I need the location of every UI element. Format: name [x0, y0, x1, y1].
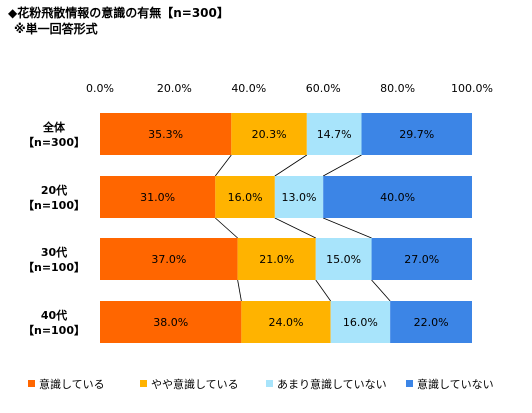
bar-segment	[274, 176, 324, 218]
bar-value-label: 37.0%	[151, 253, 186, 266]
x-tick-label: 0.0%	[86, 82, 114, 95]
chart-subtitle: ※単一回答形式	[14, 22, 98, 36]
x-tick-label: 20.0%	[157, 82, 192, 95]
bar-value-label: 35.3%	[148, 128, 183, 141]
series-connector-line	[215, 154, 232, 177]
chart-title: ◆花粉飛散情報の意識の有無【n=300】	[8, 6, 229, 20]
series-connector-line	[274, 217, 316, 239]
legend-swatch	[28, 380, 35, 387]
bar-segment	[241, 301, 331, 343]
x-tick-label: 80.0%	[380, 82, 415, 95]
series-connector-line	[315, 279, 331, 302]
bar-segment	[100, 176, 216, 218]
bar-value-label: 24.0%	[269, 316, 304, 329]
legend-label: やや意識している	[151, 377, 239, 391]
x-tick-label: 60.0%	[306, 82, 341, 95]
category-label-n: 【n=100】	[23, 261, 85, 274]
bar-segment	[361, 113, 472, 155]
bar-segment	[323, 176, 472, 218]
bar-segment	[100, 113, 232, 155]
category-label: 40代	[41, 308, 67, 322]
bar-value-label: 14.7%	[317, 128, 352, 141]
bar-segment	[315, 238, 372, 280]
category-label-n: 【n=100】	[23, 199, 85, 212]
series-connector-line	[323, 217, 372, 239]
bar-segment	[237, 238, 316, 280]
bar-value-label: 21.0%	[259, 253, 294, 266]
legend-label: 意識している	[39, 377, 105, 391]
bar-value-label: 29.7%	[399, 128, 434, 141]
bar-segment	[390, 301, 472, 343]
legend-label: 意識していない	[417, 377, 494, 391]
bar-segment	[100, 301, 242, 343]
bar-value-label: 40.0%	[380, 191, 415, 204]
series-connector-line	[237, 279, 242, 302]
bar-segment	[306, 113, 362, 155]
bar-value-label: 22.0%	[414, 316, 449, 329]
legend-label: あまり意識していない	[277, 377, 387, 391]
bar-value-label: 16.0%	[343, 316, 378, 329]
legend-swatch	[140, 380, 147, 387]
series-connector-line	[323, 154, 362, 177]
bar-value-label: 13.0%	[282, 191, 317, 204]
x-tick-label: 40.0%	[231, 82, 266, 95]
x-tick-label: 100.0%	[451, 82, 493, 95]
bar-value-label: 38.0%	[153, 316, 188, 329]
bar-segment	[215, 176, 275, 218]
series-connector-line	[274, 154, 308, 177]
category-label: 30代	[41, 245, 67, 259]
bar-segment	[100, 238, 238, 280]
bar-segment	[231, 113, 307, 155]
bar-value-label: 27.0%	[404, 253, 439, 266]
series-connector-line	[215, 217, 238, 239]
bar-segment	[371, 238, 472, 280]
bar-value-label: 16.0%	[228, 191, 263, 204]
bar-value-label: 31.0%	[140, 191, 175, 204]
category-label-n: 【n=300】	[23, 136, 85, 149]
bar-value-label: 15.0%	[326, 253, 361, 266]
legend-swatch	[266, 380, 273, 387]
legend-swatch	[406, 380, 413, 387]
bar-segment	[330, 301, 391, 343]
series-connector-line	[371, 279, 391, 302]
category-label-n: 【n=100】	[23, 324, 85, 337]
category-label: 20代	[41, 183, 67, 197]
bar-value-label: 20.3%	[252, 128, 287, 141]
category-label: 全体	[42, 120, 66, 134]
